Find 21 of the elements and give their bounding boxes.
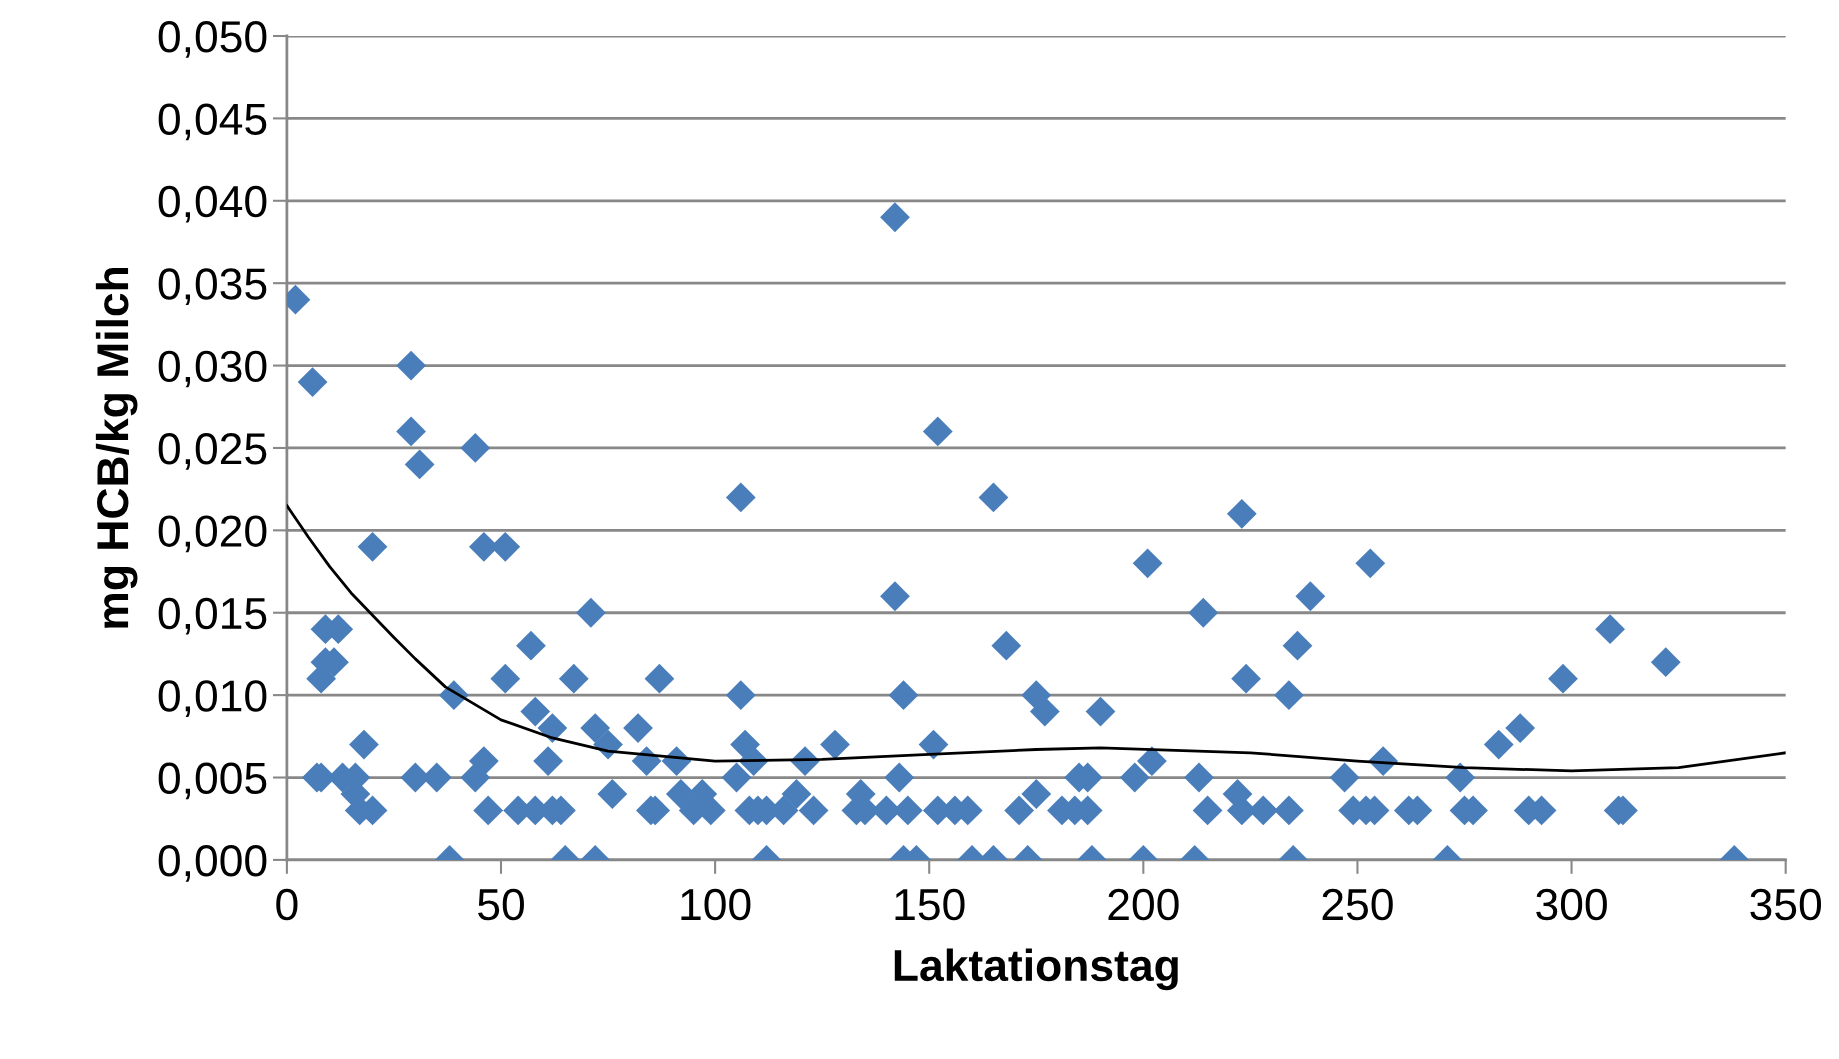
- x-tick-label: 200: [1108, 888, 1179, 921]
- x-tick-label: 250: [1322, 888, 1393, 921]
- y-tick-label: 0,010: [158, 680, 267, 717]
- y-tick-label: 0,030: [158, 350, 267, 388]
- y-tick-label: 0,050: [158, 21, 267, 58]
- y-tick-label: 0,025: [158, 433, 267, 470]
- y-tick-label: 0,020: [158, 515, 267, 553]
- x-tick-label: 150: [895, 888, 965, 921]
- y-tick-label: 0,015: [158, 597, 267, 635]
- x-tick-label: 100: [681, 888, 751, 921]
- y-tick-label: 0,045: [158, 103, 267, 141]
- y-axis-title: mg HCB/kg Milch: [95, 267, 138, 628]
- x-tick-label: 300: [1536, 888, 1607, 921]
- x-axis-title: Laktationstag: [894, 948, 1178, 991]
- y-tick-label: 0,035: [158, 268, 267, 305]
- x-tick-label: 50: [478, 888, 524, 921]
- x-tick-label: 0: [276, 888, 298, 921]
- y-tick-label: 0,000: [158, 844, 267, 882]
- y-tick-label: 0,040: [158, 185, 267, 223]
- y-tick-label: 0,005: [158, 762, 267, 800]
- x-tick-label: 350: [1750, 888, 1822, 921]
